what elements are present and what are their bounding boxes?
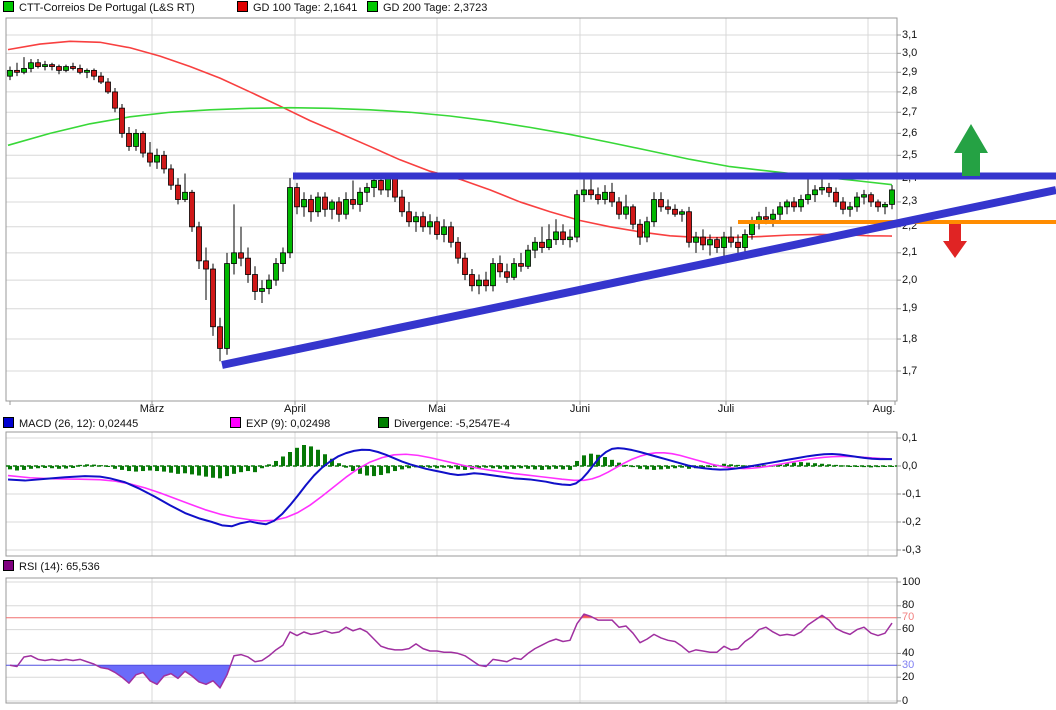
legend-item-rsi: RSI (14): 65,536 [3,560,100,573]
gd100-label: GD 100 Tage: 2,1641 [253,2,358,14]
month-label: Aug. [872,403,896,415]
price-axis-label: 1,8 [902,332,918,345]
price-axis-label: 2,3 [902,195,918,208]
legend-item-gd100: GD 100 Tage: 2,1641 [237,1,357,14]
rsi-axis-label: 30 [902,658,915,671]
divergence-swatch [378,417,389,428]
price-axis-label: 2,5 [902,148,918,161]
price-axis-label: 2,6 [902,126,918,139]
macd-axis-label: 0,0 [902,459,918,472]
macd-swatch [3,417,14,428]
legend-item-price: CTT-Correios De Portugal (L&S RT) [3,1,195,14]
rsi-axis-label: 70 [902,611,915,624]
price-axis-label: 3,0 [902,46,918,59]
month-label: Mai [428,403,446,415]
macd-legend: MACD (26, 12): 0,02445 EXP (9): 0,02498 … [0,417,1056,431]
divergence-label: Divergence: -5,2547E-4 [394,418,511,430]
macd-axis-label: -0,1 [902,487,921,500]
rsi-axis-label: 80 [902,599,915,612]
rsi-axis-label: 20 [902,670,915,683]
month-label: März [139,403,165,415]
macd-axis-label: -0,3 [902,543,921,556]
gd100-swatch [237,1,248,12]
price-axis-label: 2,2 [902,220,918,233]
price-series-label: CTT-Correios De Portugal (L&S RT) [19,2,195,14]
exp-swatch [230,417,241,428]
price-axis-label: 1,9 [902,302,918,315]
main-chart-legend: CTT-Correios De Portugal (L&S RT) GD 100… [0,1,1056,15]
price-series-swatch [3,1,14,12]
price-axis-label: 2,8 [902,85,918,98]
gd200-swatch [367,1,378,12]
macd-axis-label: 0,1 [902,431,918,444]
legend-item-macd: MACD (26, 12): 0,02445 [3,417,138,430]
price-axis-label: 2,4 [902,171,918,184]
rsi-label: RSI (14): 65,536 [19,561,100,573]
legend-item-gd200: GD 200 Tage: 2,3723 [367,1,487,14]
rsi-legend: RSI (14): 65,536 [0,560,1056,574]
rsi-axis-label: 100 [902,575,921,588]
month-label: April [283,403,307,415]
month-label: Juni [569,403,591,415]
rsi-axis-label: 40 [902,646,915,659]
legend-item-exp: EXP (9): 0,02498 [230,417,330,430]
price-axis-label: 3,1 [902,28,918,41]
price-axis-label: 2,0 [902,273,918,286]
exp-label: EXP (9): 0,02498 [246,418,331,430]
macd-label: MACD (26, 12): 0,02445 [19,418,139,430]
gd200-label: GD 200 Tage: 2,3723 [383,2,488,14]
rsi-axis-label: 60 [902,623,915,636]
rsi-swatch [3,560,14,571]
month-label: Juli [717,403,735,415]
price-axis-label: 1,7 [902,364,918,377]
legend-item-divergence: Divergence: -5,2547E-4 [378,417,510,430]
macd-axis-label: -0,2 [902,515,921,528]
price-axis-label: 2,9 [902,65,918,78]
price-axis-label: 2,7 [902,105,918,118]
rsi-axis-label: 0 [902,694,909,707]
price-axis-label: 2,1 [902,246,918,259]
